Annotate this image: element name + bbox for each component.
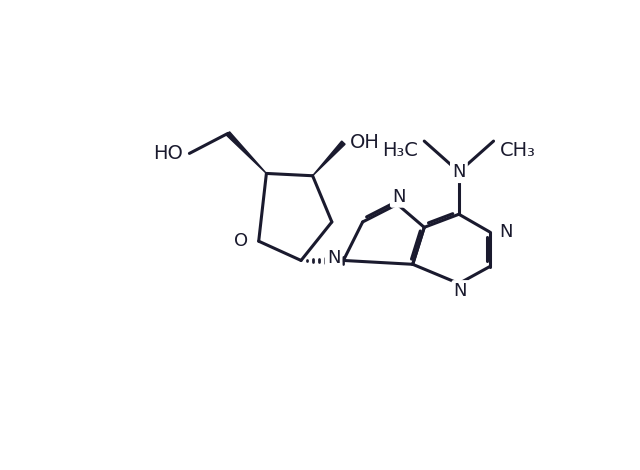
Text: N: N xyxy=(452,163,466,181)
Text: HO: HO xyxy=(154,144,183,163)
Polygon shape xyxy=(226,132,266,173)
Text: N: N xyxy=(499,223,513,241)
Text: N: N xyxy=(392,188,406,205)
Text: N: N xyxy=(454,282,467,300)
Text: OH: OH xyxy=(349,133,380,152)
Text: CH₃: CH₃ xyxy=(500,141,536,160)
Text: O: O xyxy=(234,232,248,250)
Polygon shape xyxy=(312,141,345,176)
Text: H₃C: H₃C xyxy=(382,141,418,160)
Text: N: N xyxy=(327,249,340,267)
